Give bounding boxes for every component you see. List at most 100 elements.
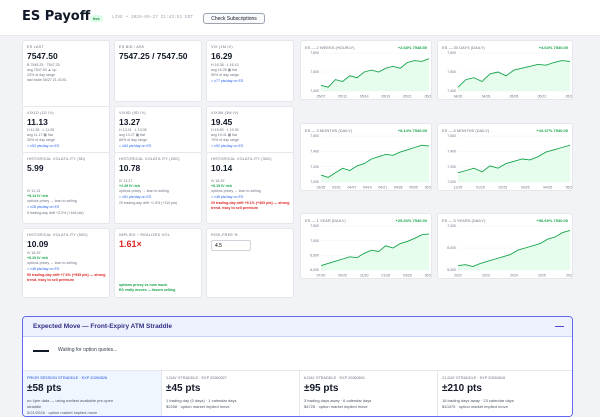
check-subscriptions-button[interactable]: Check Subscriptions xyxy=(203,13,265,24)
chart-change: +25.26% 7540.00 xyxy=(395,218,427,223)
risk-free-input[interactable] xyxy=(211,240,251,251)
card-label: ES LAST xyxy=(27,45,45,49)
chart-plot: 6,000 6,500 7,000 7,500 07/20 09/20 11/20 01/26… xyxy=(310,224,431,278)
price-chart-1[interactable]: ES — 30 DAYS (DAILY) +4.64% 7540.00 7,400 7… xyxy=(437,40,573,100)
expected-move-header[interactable]: Expected Move — Front-Expiry ATM Straddl… xyxy=(23,317,572,337)
series-area xyxy=(321,145,429,182)
y-tick-label: 7,600 xyxy=(310,134,319,138)
straddle-value: ±95 pts xyxy=(304,383,339,394)
x-tick-label: 2023 xyxy=(482,274,490,278)
chart-change: +8.14% 7540.00 xyxy=(397,128,427,133)
card-line: IV 11.13 xyxy=(27,189,41,193)
card-value: 13.27 xyxy=(119,117,141,127)
x-tick-label: 11/20 xyxy=(360,274,369,278)
straddle-card-1day: 1-DAY STRADDLE · EXP 20260527 ±45 pts 1 … xyxy=(161,370,299,416)
price-chart-0[interactable]: ES — 2 WEEKS (HOURLY) +2.68% 7548.50 7,400… xyxy=(300,40,432,100)
price-chart-2[interactable]: ES — 3 MONTHS (DAILY) +8.14% 7540.00 7,000… xyxy=(300,123,432,191)
card-line: options pricey → lean to selling xyxy=(27,199,77,203)
y-tick-label: 5,000 xyxy=(447,268,456,272)
x-tick-label: 04/28 xyxy=(394,186,403,190)
x-tick-label: 03/25 xyxy=(521,186,530,190)
card-label: VIX1D (1D IV) xyxy=(27,111,54,115)
waiting-status: Waiting for option quotes... xyxy=(58,347,118,353)
x-tick-label: 04/25 xyxy=(543,186,552,190)
card-label: HISTORICAL VOLATILITY (50D) xyxy=(27,233,88,237)
straddle-label: 21-DAY STRADDLE · EXP 20260618 xyxy=(442,376,506,380)
card-line: ES really moves — favors selling xyxy=(119,288,176,292)
y-tick-label: 7,200 xyxy=(447,165,456,169)
card-line: 5 trading-day drift +2.2% (+164 pts) xyxy=(27,211,84,215)
chart-change: +56.69% 7540.00 xyxy=(536,218,568,223)
hv50-card: HISTORICAL VOLATILITY (50D) 10.09 IV 16.… xyxy=(22,228,110,298)
x-tick-label: 2025 xyxy=(538,274,546,278)
expected-move-title: Expected Move — Front-Expiry ATM Straddl… xyxy=(33,323,173,330)
vix-card: VIX (1M IV) 16.29 H 16.38 · L 16.10 avg … xyxy=(206,40,294,102)
straddle-value: ±45 pts xyxy=(166,383,201,394)
x-tick-label: 04/28 xyxy=(482,95,491,99)
card-line: +5.14 IV rich xyxy=(27,194,49,198)
x-tick-label: 05/07 xyxy=(317,95,326,99)
straddle-line: $10475 · option market implied move xyxy=(442,404,508,409)
series-area xyxy=(458,145,570,182)
x-tick-label: 02/25 xyxy=(498,186,507,190)
card-line: H 19.50 · L 19.30 xyxy=(211,128,239,132)
card-value: 7547.25 / 7547.50 xyxy=(119,51,188,61)
straddle-line: $2258 · option market implied move xyxy=(166,404,230,409)
card-label: ES BID / ASK xyxy=(119,45,145,49)
series-area xyxy=(458,230,570,270)
x-tick-label: 04/20 xyxy=(454,95,463,99)
card-label: VIX9D (9D IV) xyxy=(119,111,146,115)
x-tick-label: 03/25 xyxy=(317,186,326,190)
card-line: IV 16.29 xyxy=(211,179,225,183)
card-line: avg 7547.50 ▲ up xyxy=(27,68,57,72)
y-tick-label: 7,000 xyxy=(310,239,319,243)
chart-change: +10.37% 7540.00 xyxy=(536,128,568,133)
card-line: avg 13.27 ▦ flat xyxy=(119,133,145,137)
chart-plot: 7,000 7,200 7,400 7,600 12/25 01/25 02/25 03/25… xyxy=(447,134,572,190)
card-label: VIX3M (3M IV) xyxy=(211,111,239,115)
straddle-line: 1 trading day (0 days) · 1 calendar days xyxy=(166,398,237,403)
card-line: options pricey → lean to selling xyxy=(27,261,77,265)
card-line: last trade 05/27 21:43:51 xyxy=(27,78,67,82)
card-label: HISTORICAL VOLATILITY (30D) xyxy=(211,157,272,161)
card-line: H 11.35 · L 11.05 xyxy=(27,128,55,132)
y-tick-label: 7,400 xyxy=(310,150,319,154)
series-line xyxy=(320,144,430,178)
card-line: 70% of day range xyxy=(211,138,240,142)
chart-title: ES — 30 DAYS (DAILY) xyxy=(442,45,485,50)
card-value: 10.14 xyxy=(211,163,233,173)
x-tick-label: 04/14 xyxy=(363,186,372,190)
price-chart-5[interactable]: ES — 5 YEARS (DAILY) +56.69% 7540.00 5,000… xyxy=(437,213,573,279)
chart-title: ES — 5 YEARS (DAILY) xyxy=(442,218,486,223)
straddle-card-6day: 6-DAY STRADDLE · EXP 20260601 ±95 pts 3 … xyxy=(299,370,437,416)
card-line: ≈ ±63 pts/day on ES xyxy=(119,144,152,148)
live-timestamp: LIVE • 2026-05-27 21:43:51 EDT xyxy=(112,15,194,20)
bid-ask-card: ES BID / ASK 7547.25 / 7547.50 xyxy=(114,40,202,102)
expected-move-panel: Expected Move — Front-Expiry ATM Straddl… xyxy=(22,316,573,417)
card-value: 16.29 xyxy=(211,51,233,61)
minus-icon[interactable]: — xyxy=(555,321,564,331)
x-tick-label: 01/25 xyxy=(476,186,485,190)
y-tick-label: 7,400 xyxy=(447,150,456,154)
loading-bar xyxy=(33,350,49,352)
price-chart-3[interactable]: ES — 6 MONTHS (DAILY) +10.37% 7540.00 7,00… xyxy=(437,123,573,191)
straddle-line: 3 trading days away · 6 calendar days xyxy=(304,398,372,403)
chart-title: ES — 1 YEAR (DAILY) xyxy=(305,218,346,223)
x-tick-label: 04/07 xyxy=(347,186,356,190)
card-line: 50 trading-day drift +7.6% (+535 pts) — … xyxy=(27,273,106,282)
card-line: 50% of day range xyxy=(211,73,240,77)
series-line xyxy=(457,144,571,174)
card-line: ≈ ±51 pts/day on ES xyxy=(119,195,152,199)
x-tick-label: 01/26 xyxy=(381,274,390,278)
straddle-card-21day: 21-DAY STRADDLE · EXP 20260618 ±210 pts … xyxy=(437,370,572,416)
card-line: H 13.31 · L 13.05 xyxy=(119,128,147,132)
hv5-card: HISTORICAL VOLATILITY (5D) 5.99 IV 11.13… xyxy=(22,152,110,224)
x-tick-label: 05/20 xyxy=(566,95,573,99)
x-tick-label: 07/20 xyxy=(317,274,326,278)
price-chart-4[interactable]: ES — 1 YEAR (DAILY) +25.26% 7540.00 6,000 6… xyxy=(300,213,432,279)
y-tick-label: 7,500 xyxy=(310,70,319,74)
y-tick-label: 7,000 xyxy=(447,180,456,184)
card-label: IMPLIED ÷ REALIZED VOL xyxy=(119,233,171,237)
card-line: IV 16.29 xyxy=(27,251,41,255)
straddle-line: no 4pm data — using earliest available p… xyxy=(27,398,114,403)
